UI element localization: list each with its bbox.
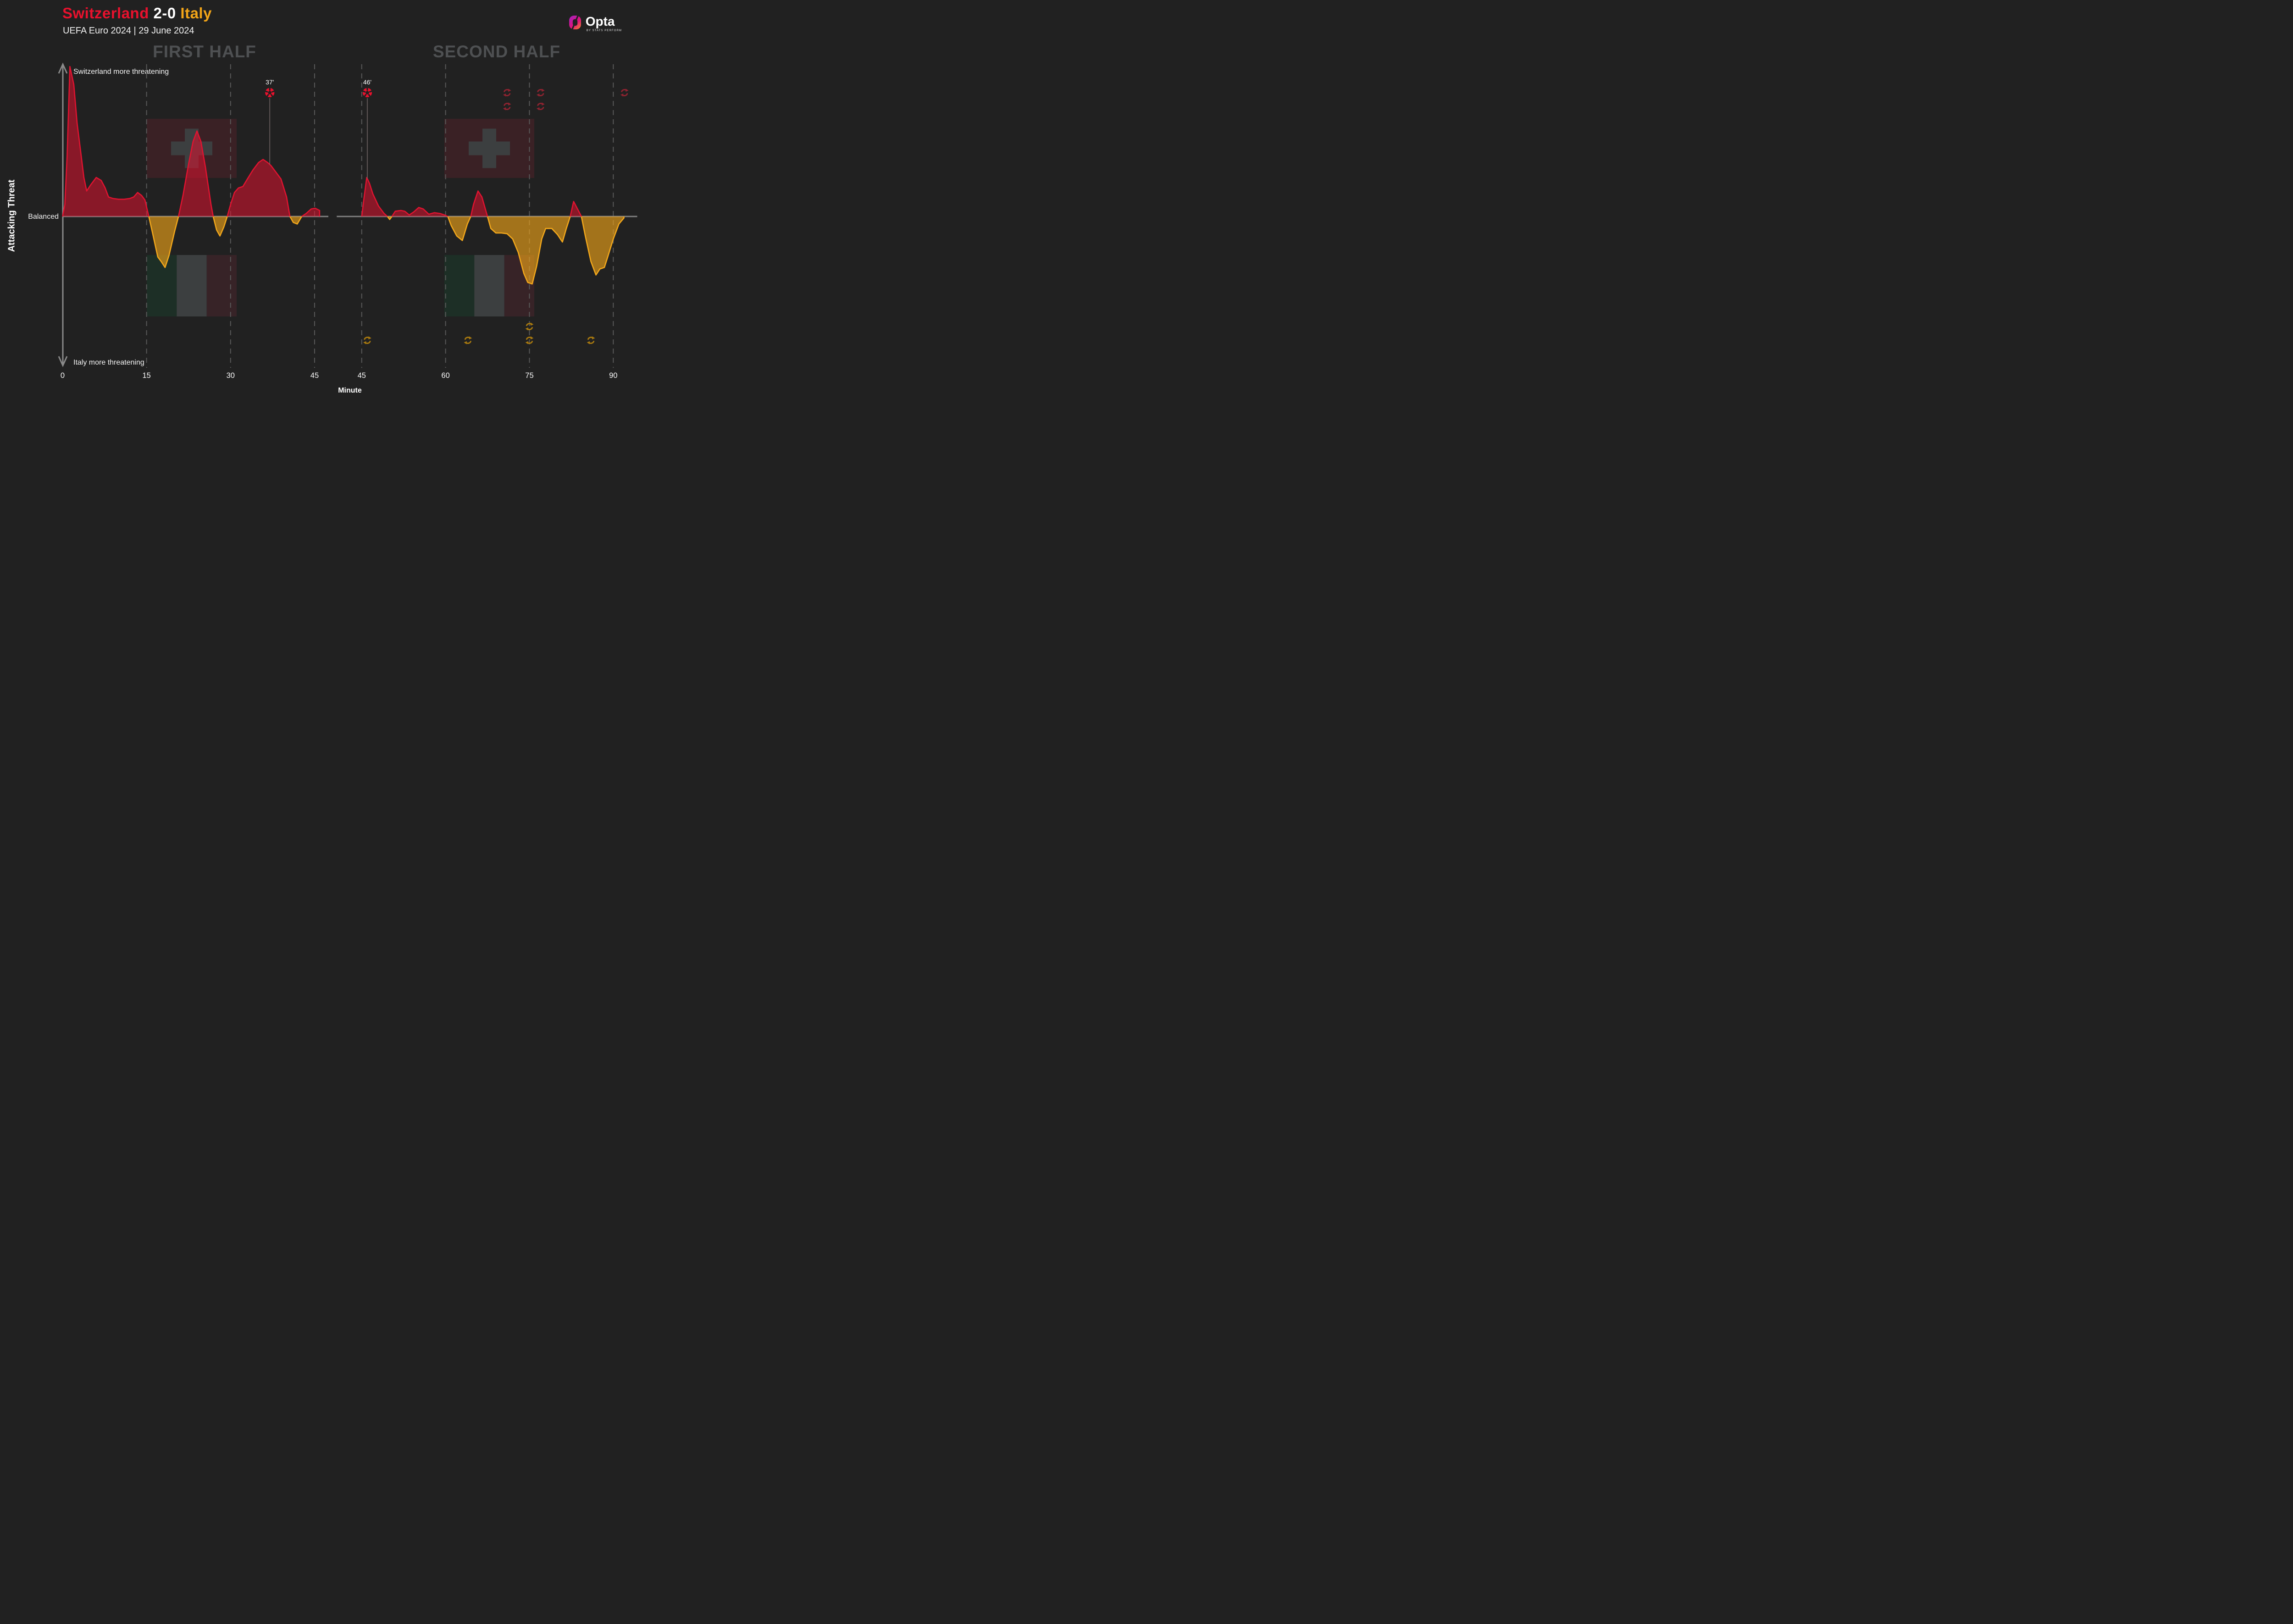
x-tick-label: 60 (441, 371, 449, 380)
first-half-header: FIRST HALF (153, 42, 256, 61)
goal-minute-label: 46' (363, 78, 371, 86)
goal-minute-label: 37' (266, 78, 274, 86)
momentum-chart: 0 15 30 45 45 60 75 90 37' 46' (58, 62, 637, 380)
momentum-area-second-half (361, 177, 625, 285)
switzerland-substitution-icon-77 (536, 102, 545, 111)
italy-substitution-icon-86 (586, 336, 596, 345)
y-axis-bottom-label: Italy more threatening (73, 359, 144, 366)
switzerland-flag-background (444, 119, 534, 178)
goal-marker-46: 46' (362, 78, 372, 179)
x-tick-label: 45 (310, 371, 319, 380)
goal-marker-37: 37' (265, 78, 275, 165)
momentum-area-first-half (62, 66, 321, 268)
match-title: Switzerland 2-0 Italy (62, 5, 212, 22)
italy-flag-background (147, 255, 237, 316)
y-axis-top-label: Switzerland more threatening (73, 68, 169, 76)
away-team-name: Italy (180, 5, 212, 22)
italy-flag-background (444, 255, 534, 316)
match-score: 2-0 (153, 5, 176, 22)
italy-substitution-icon-75 (525, 322, 534, 331)
x-tick-label: 0 (61, 371, 65, 380)
italy-area (62, 216, 320, 268)
second-half-header: SECOND HALF (432, 42, 561, 61)
x-tick-label: 30 (227, 371, 235, 380)
goal-ball-icon (265, 88, 275, 98)
x-tick-label: 75 (525, 371, 533, 380)
x-axis-title: Minute (338, 387, 362, 394)
opta-logo-text: Opta (585, 14, 615, 28)
switzerland-substitution-icon-77 (536, 88, 545, 97)
home-team-name: Switzerland (62, 5, 149, 22)
x-tick-label: 15 (142, 371, 150, 380)
scoreboard-momentum-page: Switzerland 2-0 Italy UEFA Euro 2024 | 2… (0, 0, 645, 406)
italy-area (361, 216, 624, 284)
switzerland-substitution-icon-71 (502, 102, 512, 111)
switzerland-substitution-icon-92 (620, 88, 629, 97)
switzerland-area (62, 67, 320, 216)
opta-logo-icon (569, 15, 581, 30)
x-tick-label: 45 (358, 371, 366, 380)
switzerland-substitution-icon-71 (502, 88, 512, 97)
italy-substitution-icon-46 (362, 336, 372, 345)
opta-logo: Opta BY STATS PERFORM (569, 15, 622, 32)
y-axis-balanced-label: Balanced (28, 213, 59, 221)
italy-substitution-icon-64 (463, 336, 473, 345)
switzerland-line (361, 177, 625, 216)
x-tick-label: 90 (609, 371, 617, 380)
goal-ball-icon (362, 88, 372, 98)
switzerland-line (62, 66, 321, 216)
opta-logo-byline: BY STATS PERFORM (586, 29, 622, 32)
match-subtitle: UEFA Euro 2024 | 29 June 2024 (63, 26, 194, 36)
